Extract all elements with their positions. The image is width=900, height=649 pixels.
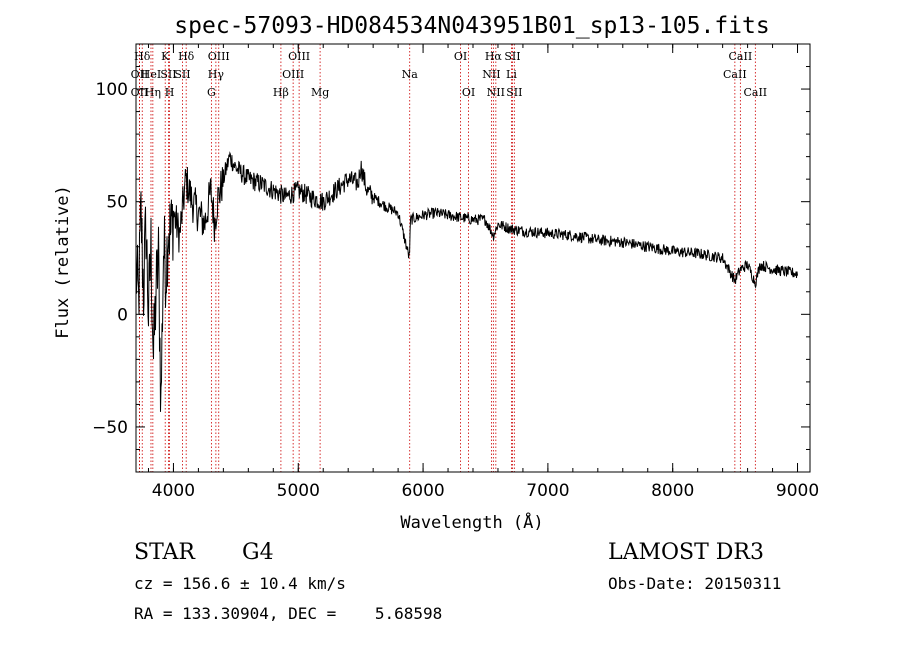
line-label: OIII xyxy=(208,50,230,63)
line-label: G xyxy=(207,86,216,99)
x-tick-label: 7000 xyxy=(526,481,569,501)
line-label: SII xyxy=(174,68,190,81)
x-tick-label: 8000 xyxy=(651,481,694,501)
line-label: OII xyxy=(131,68,149,81)
line-label: K xyxy=(161,50,170,63)
redshift-cz: cz = 156.6 ± 10.4 km/s xyxy=(134,574,346,593)
chart-title: spec-57093-HD084534N043951B01_sp13-105.f… xyxy=(174,13,769,39)
x-tick-label: 4000 xyxy=(152,481,195,501)
x-tick-label: 5000 xyxy=(277,481,320,501)
x-tick-label: 9000 xyxy=(776,481,819,501)
line-label: Hδ xyxy=(134,50,151,63)
line-label: OIII xyxy=(282,68,304,81)
line-label: HeI xyxy=(141,68,161,81)
emission-line-markers xyxy=(139,44,756,472)
x-axis-label: Wavelength (Å) xyxy=(400,511,543,533)
axis-ticks: 4000 5000 6000 7000 8000 9000 −50 0 50 100 xyxy=(92,44,819,501)
x-tick-label: 6000 xyxy=(401,481,444,501)
line-label: NII xyxy=(482,68,500,81)
line-label: SII xyxy=(504,50,520,63)
object-subclass: G4 xyxy=(242,540,274,565)
line-label: Hβ xyxy=(273,86,289,99)
y-tick-label: 100 xyxy=(96,80,128,100)
line-label: Li xyxy=(506,68,517,81)
line-label: Hη xyxy=(145,86,161,99)
line-label: CaII xyxy=(729,50,753,63)
line-label: SII xyxy=(160,68,176,81)
survey-name: LAMOST DR3 xyxy=(608,540,764,565)
observation-date: Obs-Date: 20150311 xyxy=(608,574,782,593)
line-label: H xyxy=(165,86,175,99)
spectrum-curve xyxy=(135,151,798,412)
emission-line-labels: HδOIIOIIHeIHηKSIIHHδSIIOIIIHγGOIIIOIIIHβ… xyxy=(131,50,768,99)
y-tick-label: 0 xyxy=(117,305,128,325)
line-label: OII xyxy=(131,86,149,99)
line-label: Mg xyxy=(311,86,329,99)
y-tick-label: 50 xyxy=(106,193,128,213)
sky-coordinates: RA = 133.30904, DEC = 5.68598 xyxy=(134,604,443,623)
line-label: Hα xyxy=(485,50,503,63)
line-label: OI xyxy=(462,86,475,99)
y-axis-label: Flux (relative) xyxy=(53,185,73,339)
line-label: SII xyxy=(506,86,522,99)
line-label: OIII xyxy=(288,50,310,63)
line-label: OI xyxy=(454,50,467,63)
spectrum-chart: spec-57093-HD084534N043951B01_sp13-105.f… xyxy=(53,13,819,533)
object-class: STAR xyxy=(134,540,195,565)
line-label: CaII xyxy=(743,86,767,99)
line-label: NII xyxy=(487,86,505,99)
line-label: CaII xyxy=(723,68,747,81)
line-label: Na xyxy=(402,68,419,81)
y-tick-label: −50 xyxy=(92,418,128,438)
line-label: Hγ xyxy=(208,68,225,81)
line-label: Hδ xyxy=(178,50,195,63)
